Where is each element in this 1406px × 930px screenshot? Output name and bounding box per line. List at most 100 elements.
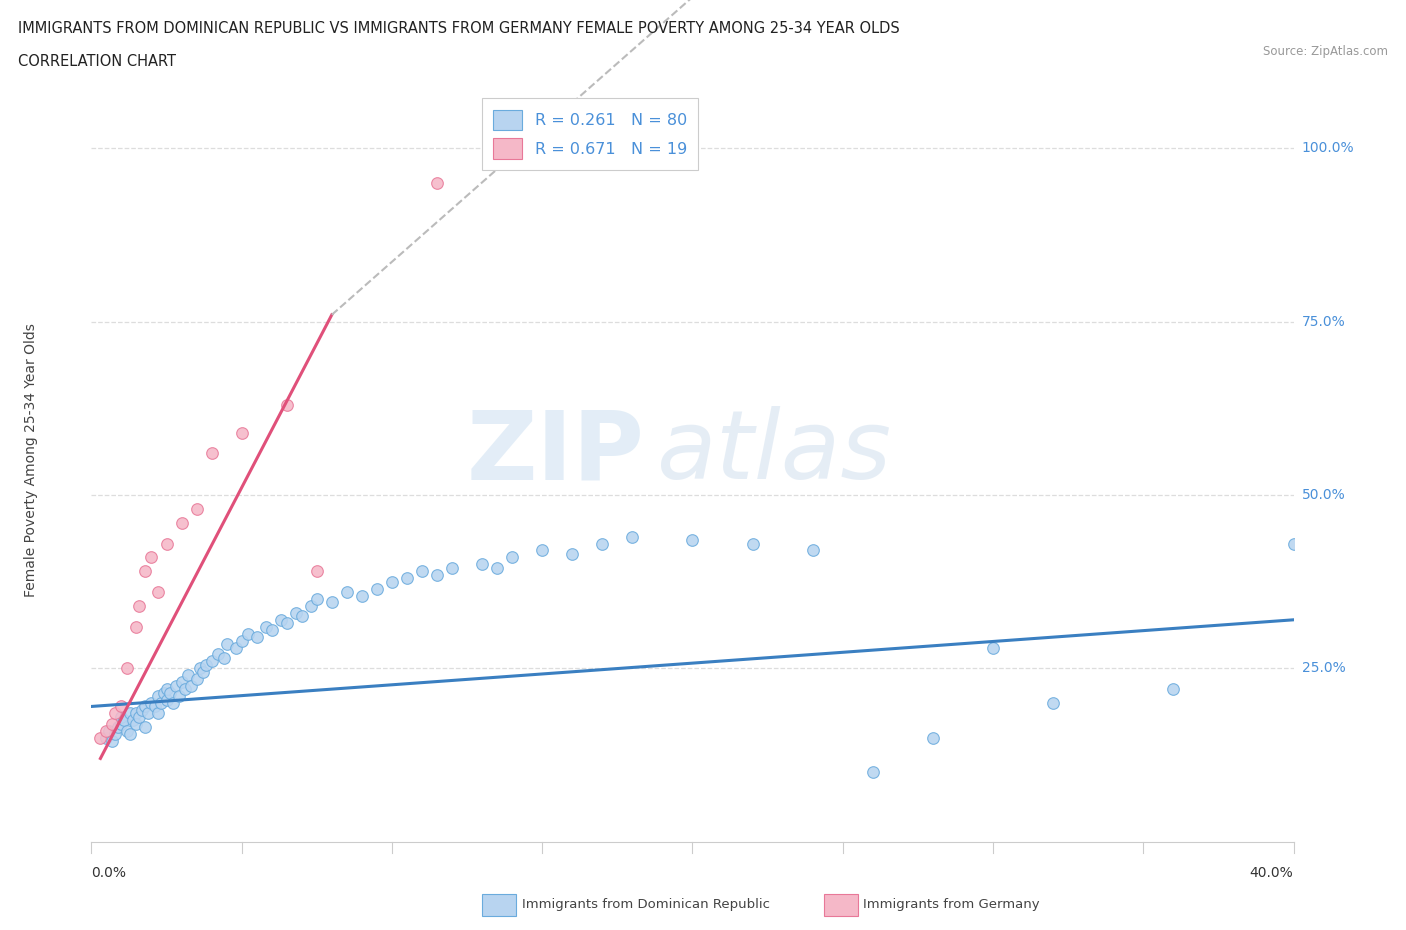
- Point: [173, 682, 195, 697]
- Point: [141, 696, 163, 711]
- Point: [284, 605, 307, 620]
- Point: [681, 533, 703, 548]
- Point: [411, 564, 433, 578]
- Point: [114, 713, 136, 728]
- Point: [621, 529, 644, 544]
- Text: Immigrants from Germany: Immigrants from Germany: [863, 898, 1040, 911]
- Point: [591, 536, 613, 551]
- Point: [96, 724, 118, 738]
- Point: [207, 647, 229, 662]
- Point: [104, 726, 127, 741]
- Text: 75.0%: 75.0%: [1302, 314, 1346, 328]
- Point: [146, 706, 169, 721]
- Point: [128, 599, 150, 614]
- Point: [128, 710, 150, 724]
- Point: [159, 685, 181, 700]
- Point: [321, 595, 343, 610]
- Point: [1282, 536, 1305, 551]
- Point: [254, 619, 277, 634]
- Point: [215, 637, 238, 652]
- Point: [125, 716, 148, 731]
- Point: [426, 567, 449, 582]
- Point: [110, 716, 132, 731]
- Point: [186, 671, 208, 686]
- Text: ZIP: ZIP: [467, 406, 644, 499]
- Point: [117, 724, 139, 738]
- Point: [260, 623, 283, 638]
- Point: [741, 536, 763, 551]
- Text: IMMIGRANTS FROM DOMINICAN REPUBLIC VS IMMIGRANTS FROM GERMANY FEMALE POVERTY AMO: IMMIGRANTS FROM DOMINICAN REPUBLIC VS IM…: [18, 21, 900, 36]
- Point: [299, 599, 322, 614]
- Point: [305, 591, 328, 606]
- Point: [125, 706, 148, 721]
- Text: 0.0%: 0.0%: [91, 866, 127, 880]
- Point: [110, 699, 132, 714]
- Point: [131, 702, 153, 717]
- Point: [188, 661, 211, 676]
- Point: [146, 585, 169, 600]
- Point: [122, 713, 145, 728]
- Point: [501, 550, 523, 565]
- Point: [96, 730, 118, 745]
- Text: 40.0%: 40.0%: [1250, 866, 1294, 880]
- Point: [89, 730, 111, 745]
- Point: [117, 661, 139, 676]
- Point: [981, 640, 1004, 655]
- Point: [201, 446, 224, 461]
- Point: [381, 574, 404, 589]
- Point: [143, 699, 166, 714]
- Point: [104, 706, 127, 721]
- Point: [152, 685, 174, 700]
- Text: Source: ZipAtlas.com: Source: ZipAtlas.com: [1263, 45, 1388, 58]
- Point: [165, 678, 187, 693]
- Point: [336, 585, 359, 600]
- Point: [120, 726, 142, 741]
- Point: [350, 588, 373, 603]
- Point: [1161, 682, 1184, 697]
- Point: [486, 561, 509, 576]
- Point: [291, 609, 314, 624]
- Point: [246, 630, 269, 644]
- Point: [134, 720, 156, 735]
- Point: [231, 425, 253, 440]
- Point: [186, 501, 208, 516]
- Point: [862, 764, 884, 779]
- Point: [426, 176, 449, 191]
- Point: [110, 710, 132, 724]
- Point: [170, 675, 193, 690]
- Point: [134, 699, 156, 714]
- Point: [98, 724, 121, 738]
- Point: [236, 626, 259, 641]
- Text: 50.0%: 50.0%: [1302, 488, 1346, 502]
- Point: [141, 550, 163, 565]
- Point: [305, 564, 328, 578]
- Point: [194, 658, 217, 672]
- Point: [191, 664, 214, 679]
- Point: [276, 397, 298, 412]
- Point: [276, 616, 298, 631]
- Point: [162, 696, 184, 711]
- Point: [176, 668, 198, 683]
- Point: [440, 561, 463, 576]
- Point: [531, 543, 554, 558]
- Point: [395, 571, 418, 586]
- Point: [561, 547, 583, 562]
- Point: [146, 688, 169, 703]
- Point: [101, 716, 124, 731]
- Point: [149, 696, 172, 711]
- Point: [125, 619, 148, 634]
- Text: CORRELATION CHART: CORRELATION CHART: [18, 54, 176, 69]
- Point: [270, 612, 292, 627]
- Point: [155, 536, 177, 551]
- Point: [120, 706, 142, 721]
- Point: [471, 557, 494, 572]
- Point: [170, 515, 193, 530]
- Point: [201, 654, 224, 669]
- Point: [212, 650, 235, 665]
- Point: [101, 734, 124, 749]
- Text: 100.0%: 100.0%: [1302, 141, 1354, 155]
- Point: [107, 720, 129, 735]
- Legend: R = 0.261   N = 80, R = 0.671   N = 19: R = 0.261 N = 80, R = 0.671 N = 19: [482, 99, 699, 170]
- Point: [155, 682, 177, 697]
- Text: Immigrants from Dominican Republic: Immigrants from Dominican Republic: [522, 898, 769, 911]
